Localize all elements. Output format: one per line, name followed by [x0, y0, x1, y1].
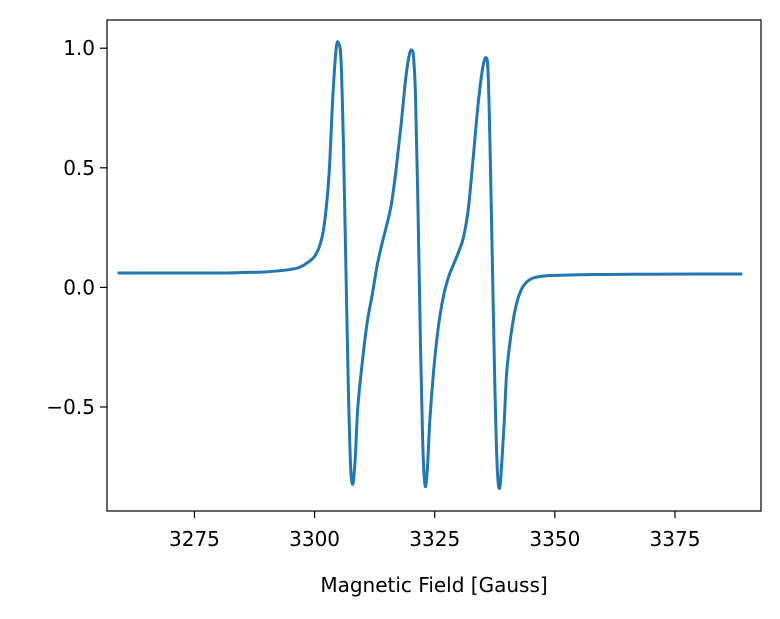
- x-tick-label: 3300: [289, 527, 340, 551]
- plot-background: [107, 20, 761, 511]
- x-tick-label: 3325: [409, 527, 460, 551]
- y-tick-label: 0.0: [63, 275, 95, 299]
- y-tick-label: 1.0: [63, 36, 95, 60]
- series-group: [117, 40, 743, 490]
- y-axis-ticks: −0.5 0.0 0.5 1.0: [46, 36, 107, 419]
- x-tick-label: 3375: [650, 527, 701, 551]
- x-axis-label: Magnetic Field [Gauss]: [320, 573, 547, 597]
- y-tick-label: −0.5: [46, 395, 95, 419]
- series-line: [117, 40, 743, 490]
- x-axis-ticks: 3275 3300 3325 3350 3375: [169, 511, 700, 551]
- x-tick-label: 3350: [529, 527, 580, 551]
- x-tick-label: 3275: [169, 527, 220, 551]
- plot-frame: [106, 19, 762, 512]
- y-tick-label: 0.5: [63, 156, 95, 180]
